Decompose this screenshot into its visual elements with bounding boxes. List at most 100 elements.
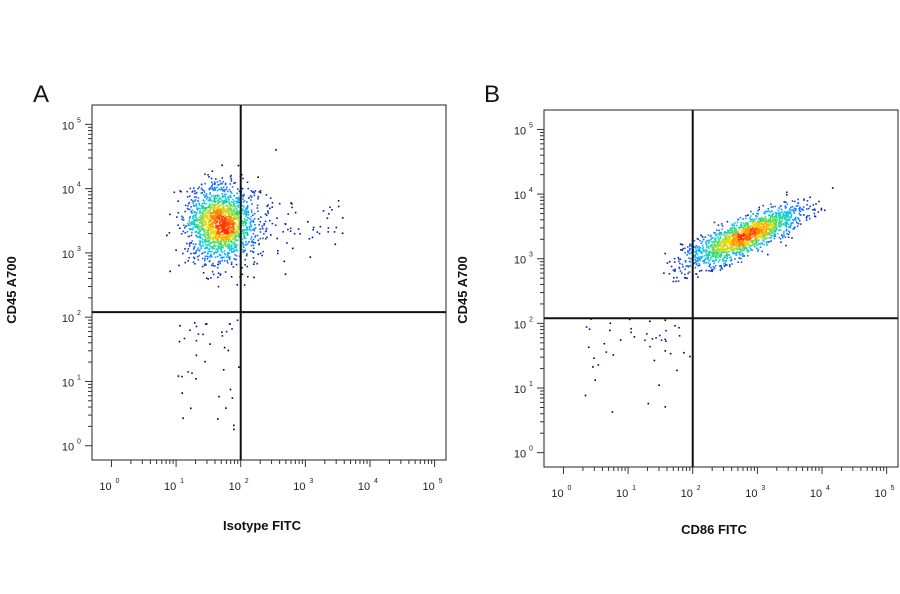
panel-a-event-dot	[216, 197, 218, 200]
panel-b-event-dot	[702, 260, 704, 262]
panel-a-x-tick-exponent: 0	[115, 478, 119, 485]
panel-b-event-dot	[762, 226, 764, 228]
panel-a-event-dot	[291, 206, 293, 209]
panel-b-event-dot	[727, 239, 729, 242]
panel-a-event-dot	[233, 424, 235, 427]
panel-b-event-dot	[772, 228, 775, 231]
panel-a-event-dot	[211, 229, 214, 232]
panel-a-event-dot	[233, 221, 236, 224]
panel-b-event-dot	[775, 223, 777, 225]
panel-b-event-dot	[769, 220, 771, 222]
panel-a-event-dot	[206, 196, 209, 199]
panel-a-event-dot	[216, 214, 218, 216]
panel-b-event-dot	[748, 246, 751, 249]
panel-a-event-dot	[201, 252, 203, 255]
panel-b-event-dot	[762, 217, 765, 220]
panel-a-event-dot	[230, 223, 232, 225]
panel-b-event-dot	[720, 223, 723, 225]
panel-b-x-tick-exponent: 1	[632, 485, 636, 492]
panel-b-event-dot	[722, 247, 724, 250]
panel-b-event-dot	[761, 218, 764, 221]
panel-b-event-dot	[743, 242, 746, 244]
panel-a-event-dot	[214, 240, 216, 243]
panel-b-event-dot	[764, 231, 766, 233]
panel-b-event-dot	[786, 216, 788, 218]
panel-a-event-dot	[204, 259, 206, 262]
panel-a-event-dot	[205, 193, 208, 195]
panel-b-event-dot	[803, 199, 805, 201]
panel-a-event-dot	[232, 227, 235, 230]
panel-a-event-dot	[217, 215, 219, 218]
panel-a-event-dot	[224, 242, 227, 245]
panel-b-event-dot	[726, 253, 728, 256]
panel-a-event-dot	[265, 238, 267, 240]
panel-b-event-dot	[738, 247, 741, 250]
panel-b-event-dot	[588, 328, 591, 330]
panel-b-event-dot	[720, 267, 723, 269]
panel-b-y-tick-exponent: 5	[529, 122, 533, 129]
panel-a-event-dot	[217, 276, 219, 279]
panel-b-event-dot	[769, 229, 772, 232]
panel-a-event-dot	[190, 228, 192, 230]
panel-b-event-dot	[714, 245, 717, 248]
panel-b-event-dot	[705, 249, 707, 251]
panel-b-event-dot	[739, 250, 742, 253]
panel-b-axis-ticks: 10 010 010 110 110 210 210 310 310 410 410 510 5	[514, 122, 895, 500]
panel-b-event-dot	[718, 248, 721, 250]
panel-a-x-axis-title: Isotype FITC	[223, 518, 302, 533]
panel-b-event-dot	[738, 243, 740, 245]
panel-a-event-dot	[216, 232, 218, 235]
panel-b-event-dot	[672, 280, 675, 283]
panel-a-event-dot	[208, 213, 211, 215]
panel-a-event-dot	[236, 200, 239, 203]
panel-b-event-dot	[792, 228, 795, 230]
panel-a-event-dot	[243, 246, 245, 249]
panel-b-event-dot	[759, 222, 761, 225]
panel-a-event-dot	[232, 220, 235, 222]
panel-b-event-dot	[779, 217, 781, 219]
panel-a-event-dot	[265, 194, 268, 196]
panel-a-event-dot	[215, 233, 217, 235]
panel-b-event-dot	[719, 245, 721, 248]
panel-a-event-dot	[230, 178, 233, 180]
panel-b-event-dot	[651, 338, 654, 340]
panel-b-event-dot	[774, 226, 777, 228]
panel-a-event-dot	[247, 213, 250, 216]
panel-b-event-dot	[717, 233, 719, 236]
panel-a-event-dot	[215, 210, 217, 212]
panel-a-event-dot	[328, 213, 330, 215]
panel-b-event-dot	[760, 231, 763, 233]
panel-a-event-dot	[205, 195, 208, 197]
panel-a-event-dot	[195, 192, 197, 195]
panel-b-event-dot	[677, 256, 680, 259]
panel-a-event-dot	[192, 200, 194, 202]
panel-b-event-dot	[774, 205, 776, 208]
panel-b-event-dot	[705, 252, 707, 254]
panel-a-event-dot	[192, 243, 195, 245]
panel-a-event-dot	[218, 205, 221, 207]
panel-b-event-dot	[738, 241, 740, 244]
panel-a-event-dot	[225, 212, 228, 214]
panel-b-event-dot	[702, 250, 705, 252]
panel-a-event-dot	[224, 253, 226, 255]
panel-b-event-dot	[769, 225, 771, 228]
panel-a-event-dot	[238, 201, 241, 204]
panel-a-event-dot	[197, 207, 200, 209]
panel-a-event-dot	[257, 253, 259, 256]
panel-a-event-dot	[231, 234, 233, 237]
panel-b-event-dot	[711, 251, 714, 254]
panel-b-event-dot	[771, 221, 773, 224]
panel-a-event-dot	[227, 196, 230, 198]
panel-a-event-dot	[208, 250, 211, 252]
panel-a-event-dot	[217, 232, 220, 234]
panel-a-event-dot	[238, 255, 241, 258]
panel-b-event-dot	[778, 229, 780, 231]
panel-a-event-dot	[200, 215, 202, 217]
panel-a-event-dot	[244, 223, 247, 225]
panel-a-event-dot	[184, 227, 186, 229]
panel-a-event-dot	[195, 203, 197, 205]
panel-b-event-dot	[727, 238, 730, 240]
panel-a-event-dot	[251, 203, 253, 205]
panel-b-event-dot	[684, 268, 686, 271]
panel-a-event-dot	[193, 211, 196, 213]
